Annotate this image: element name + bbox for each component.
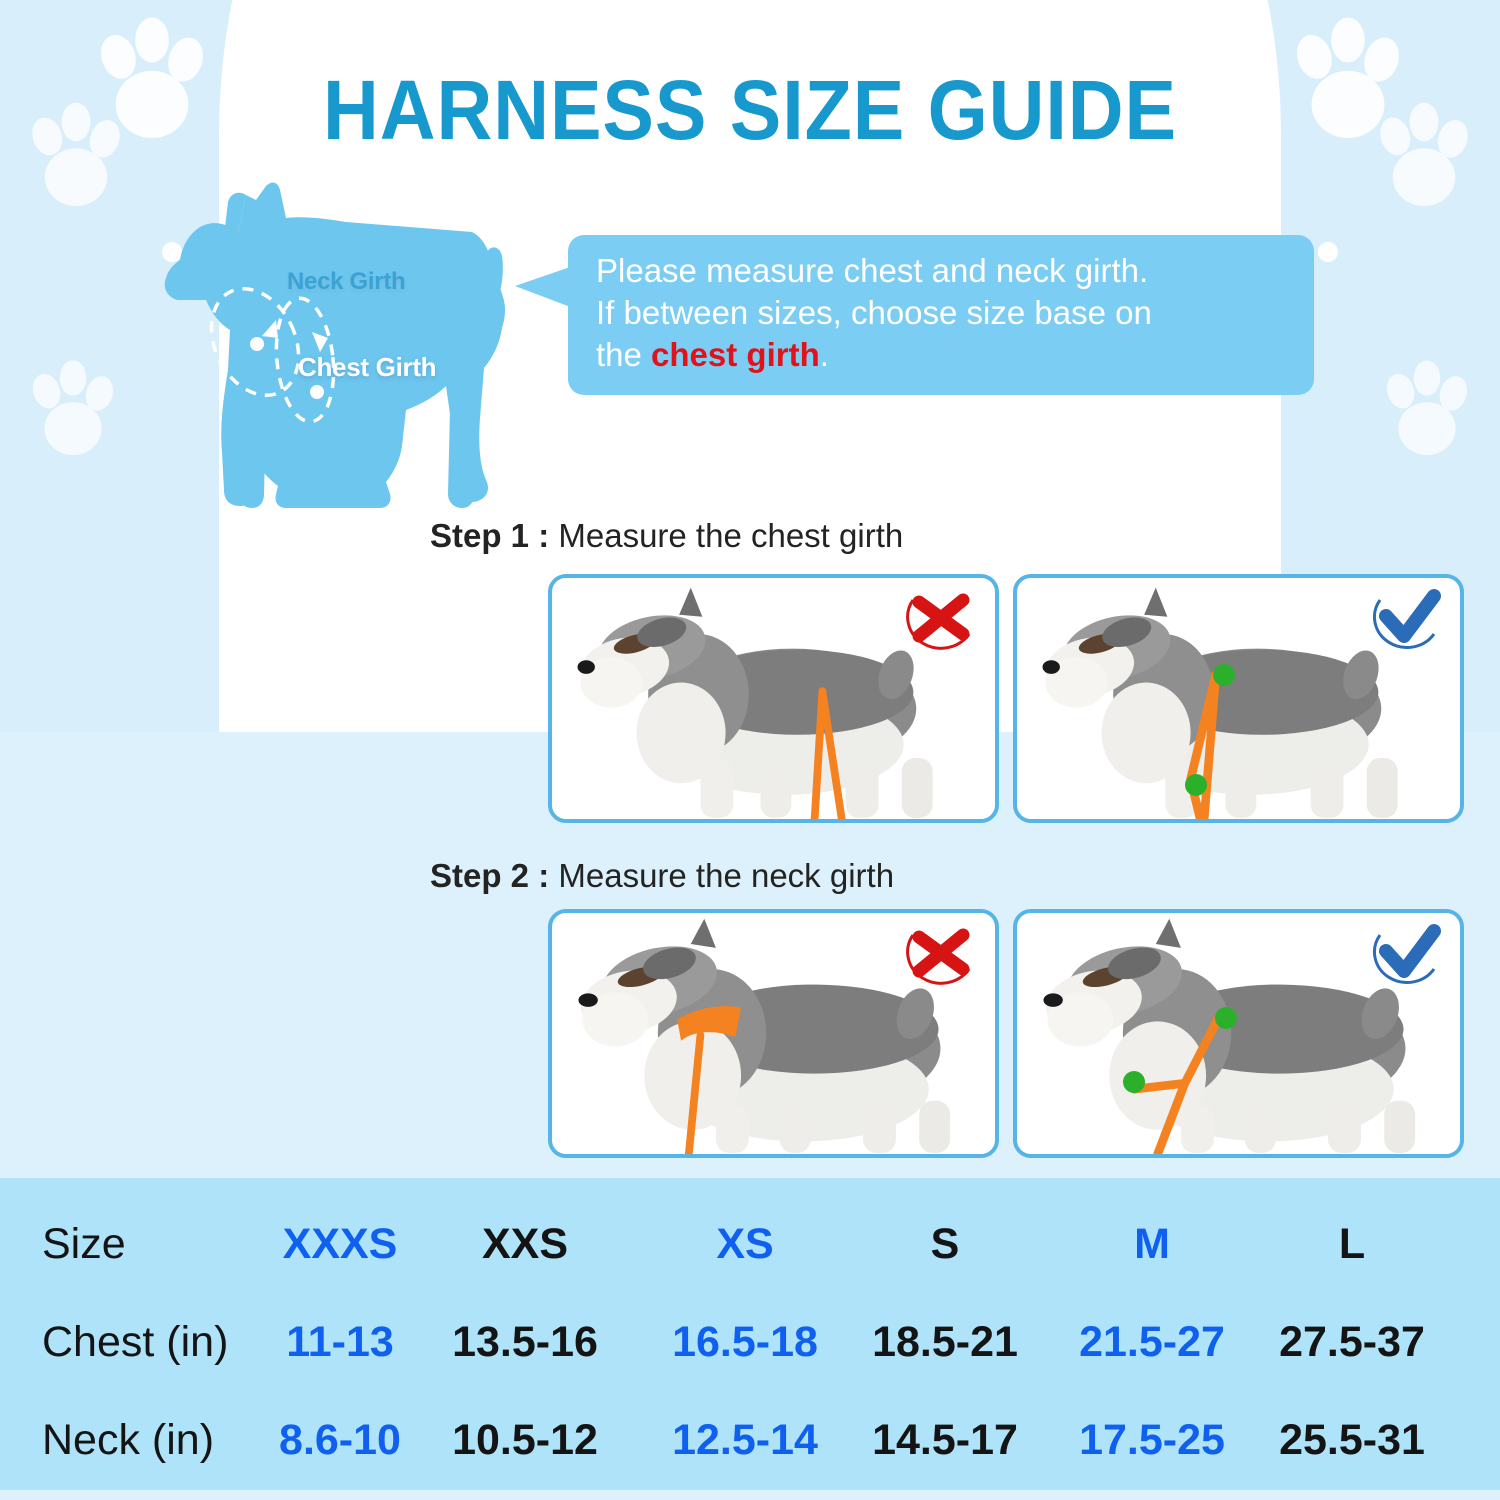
table-row-label-chest: Chest (in) — [42, 1318, 229, 1366]
chest-girth-label: Chest Girth — [298, 352, 437, 382]
background-footer-strip — [0, 1490, 1500, 1500]
step-2-heading: Step 2 : Measure the neck girth — [430, 857, 894, 895]
table-row-label-size: Size — [42, 1220, 126, 1268]
dog-photo-chest-wrong — [552, 578, 995, 819]
notice-line-3-suffix: . — [819, 336, 829, 373]
step-1-prefix: Step 1 : — [430, 517, 550, 554]
step-2-text: Measure the neck girth — [549, 857, 895, 894]
table-cell-neck-2: 12.5-14 — [672, 1416, 818, 1464]
notice-line-1: Please measure chest and neck girth. — [596, 252, 1149, 289]
step-2-prefix: Step 2 : — [430, 857, 550, 894]
measure-point-dot — [1213, 664, 1235, 686]
notice-text: Please measure chest and neck girth. If … — [596, 250, 1306, 376]
table-cell-neck-4: 17.5-25 — [1079, 1416, 1225, 1464]
step-2-correct-panel — [1013, 909, 1464, 1158]
table-header-size-4: M — [1134, 1220, 1170, 1268]
measure-point-dot — [1185, 774, 1207, 796]
notice-line-3-prefix: the — [596, 336, 652, 373]
measure-point-dot — [1123, 1071, 1145, 1093]
paw-print-icon — [100, 17, 204, 138]
notice-bubble — [568, 235, 1314, 395]
check-icon — [1372, 924, 1441, 984]
table-cell-neck-5: 25.5-31 — [1279, 1416, 1425, 1464]
notice-line-2: If between sizes, choose size base on — [596, 294, 1152, 331]
table-cell-chest-5: 27.5-37 — [1279, 1318, 1425, 1366]
table-header-size-5: L — [1338, 1220, 1366, 1268]
dog-photo-neck-wrong — [552, 913, 995, 1154]
paw-print-icon — [32, 360, 114, 455]
step-2-incorrect-panel — [548, 909, 999, 1158]
cross-icon — [906, 593, 971, 650]
dog-silhouette-diagram — [164, 182, 505, 508]
table-header-size-1: XXS — [481, 1220, 569, 1268]
measure-point-dot — [1215, 1007, 1237, 1029]
page-title: HARNESS SIZE GUIDE — [323, 63, 1177, 157]
check-icon — [1372, 589, 1441, 649]
table-header-size-2: XS — [716, 1220, 774, 1268]
table-cell-chest-2: 16.5-18 — [672, 1318, 818, 1366]
paw-print-icon — [1386, 360, 1468, 455]
cross-icon — [906, 928, 971, 985]
step-1-correct-panel — [1013, 574, 1464, 823]
table-cell-neck-0: 8.6-10 — [279, 1416, 401, 1464]
table-cell-chest-0: 11-13 — [286, 1318, 394, 1366]
paw-print-icon — [1380, 102, 1468, 206]
table-cell-chest-3: 18.5-21 — [872, 1318, 1018, 1366]
table-cell-neck-3: 14.5-17 — [872, 1416, 1018, 1464]
step-1-text: Measure the chest girth — [549, 517, 904, 554]
paw-print-icon — [1296, 17, 1400, 138]
paw-print-icon — [32, 102, 120, 206]
background-table-band — [0, 1178, 1500, 1490]
neck-girth-label: Neck Girth — [287, 268, 406, 295]
table-header-size-3: S — [930, 1220, 960, 1268]
step-1-incorrect-panel — [548, 574, 999, 823]
table-header-size-0: XXXS — [282, 1220, 398, 1268]
dog-photo-chest-right — [1017, 578, 1460, 819]
step-1-heading: Step 1 : Measure the chest girth — [430, 517, 903, 555]
notice-highlight: chest girth — [651, 336, 820, 373]
table-row-label-neck: Neck (in) — [42, 1416, 215, 1464]
notice-bubble-tail — [515, 266, 573, 308]
table-cell-neck-1: 10.5-12 — [452, 1416, 598, 1464]
table-cell-chest-1: 13.5-16 — [452, 1318, 598, 1366]
table-cell-chest-4: 21.5-27 — [1079, 1318, 1225, 1366]
size-table: Size Chest (in) Neck (in) XXXS 11-13 8.6… — [0, 1178, 1500, 1490]
